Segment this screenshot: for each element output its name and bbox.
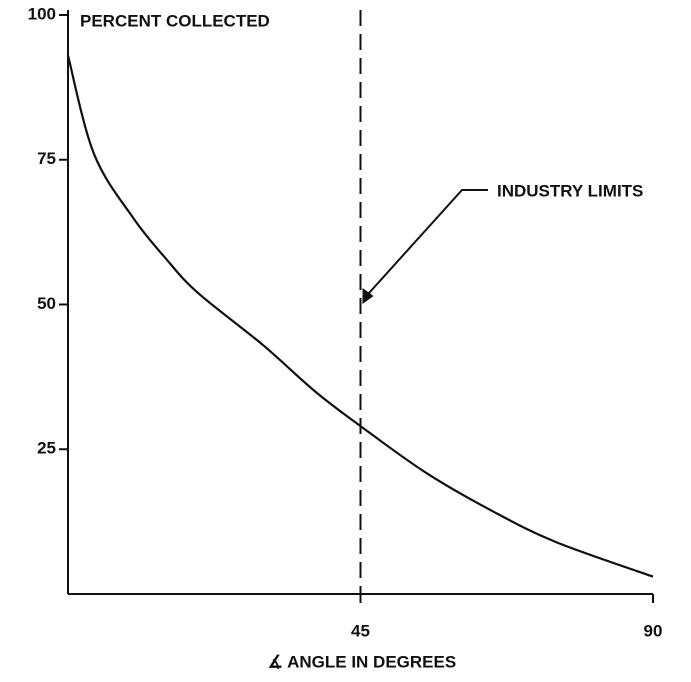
y-tick-label: 100 — [28, 4, 56, 23]
y-tick-label: 50 — [37, 294, 56, 313]
y-tick-label: 75 — [37, 149, 56, 168]
x-tick-label: 90 — [644, 621, 663, 640]
annotation-arrowhead — [362, 288, 374, 304]
data-line — [66, 55, 654, 578]
annotation-leader — [363, 189, 488, 299]
y-tick-label: 25 — [37, 439, 56, 458]
y-axis-label: PERCENT COLLECTED — [80, 11, 270, 30]
x-tick-label: 45 — [351, 621, 370, 640]
annotation: INDUSTRY LIMITS — [497, 181, 643, 200]
x-axis-label: ∡ ANGLE IN DEGREES — [268, 652, 456, 671]
